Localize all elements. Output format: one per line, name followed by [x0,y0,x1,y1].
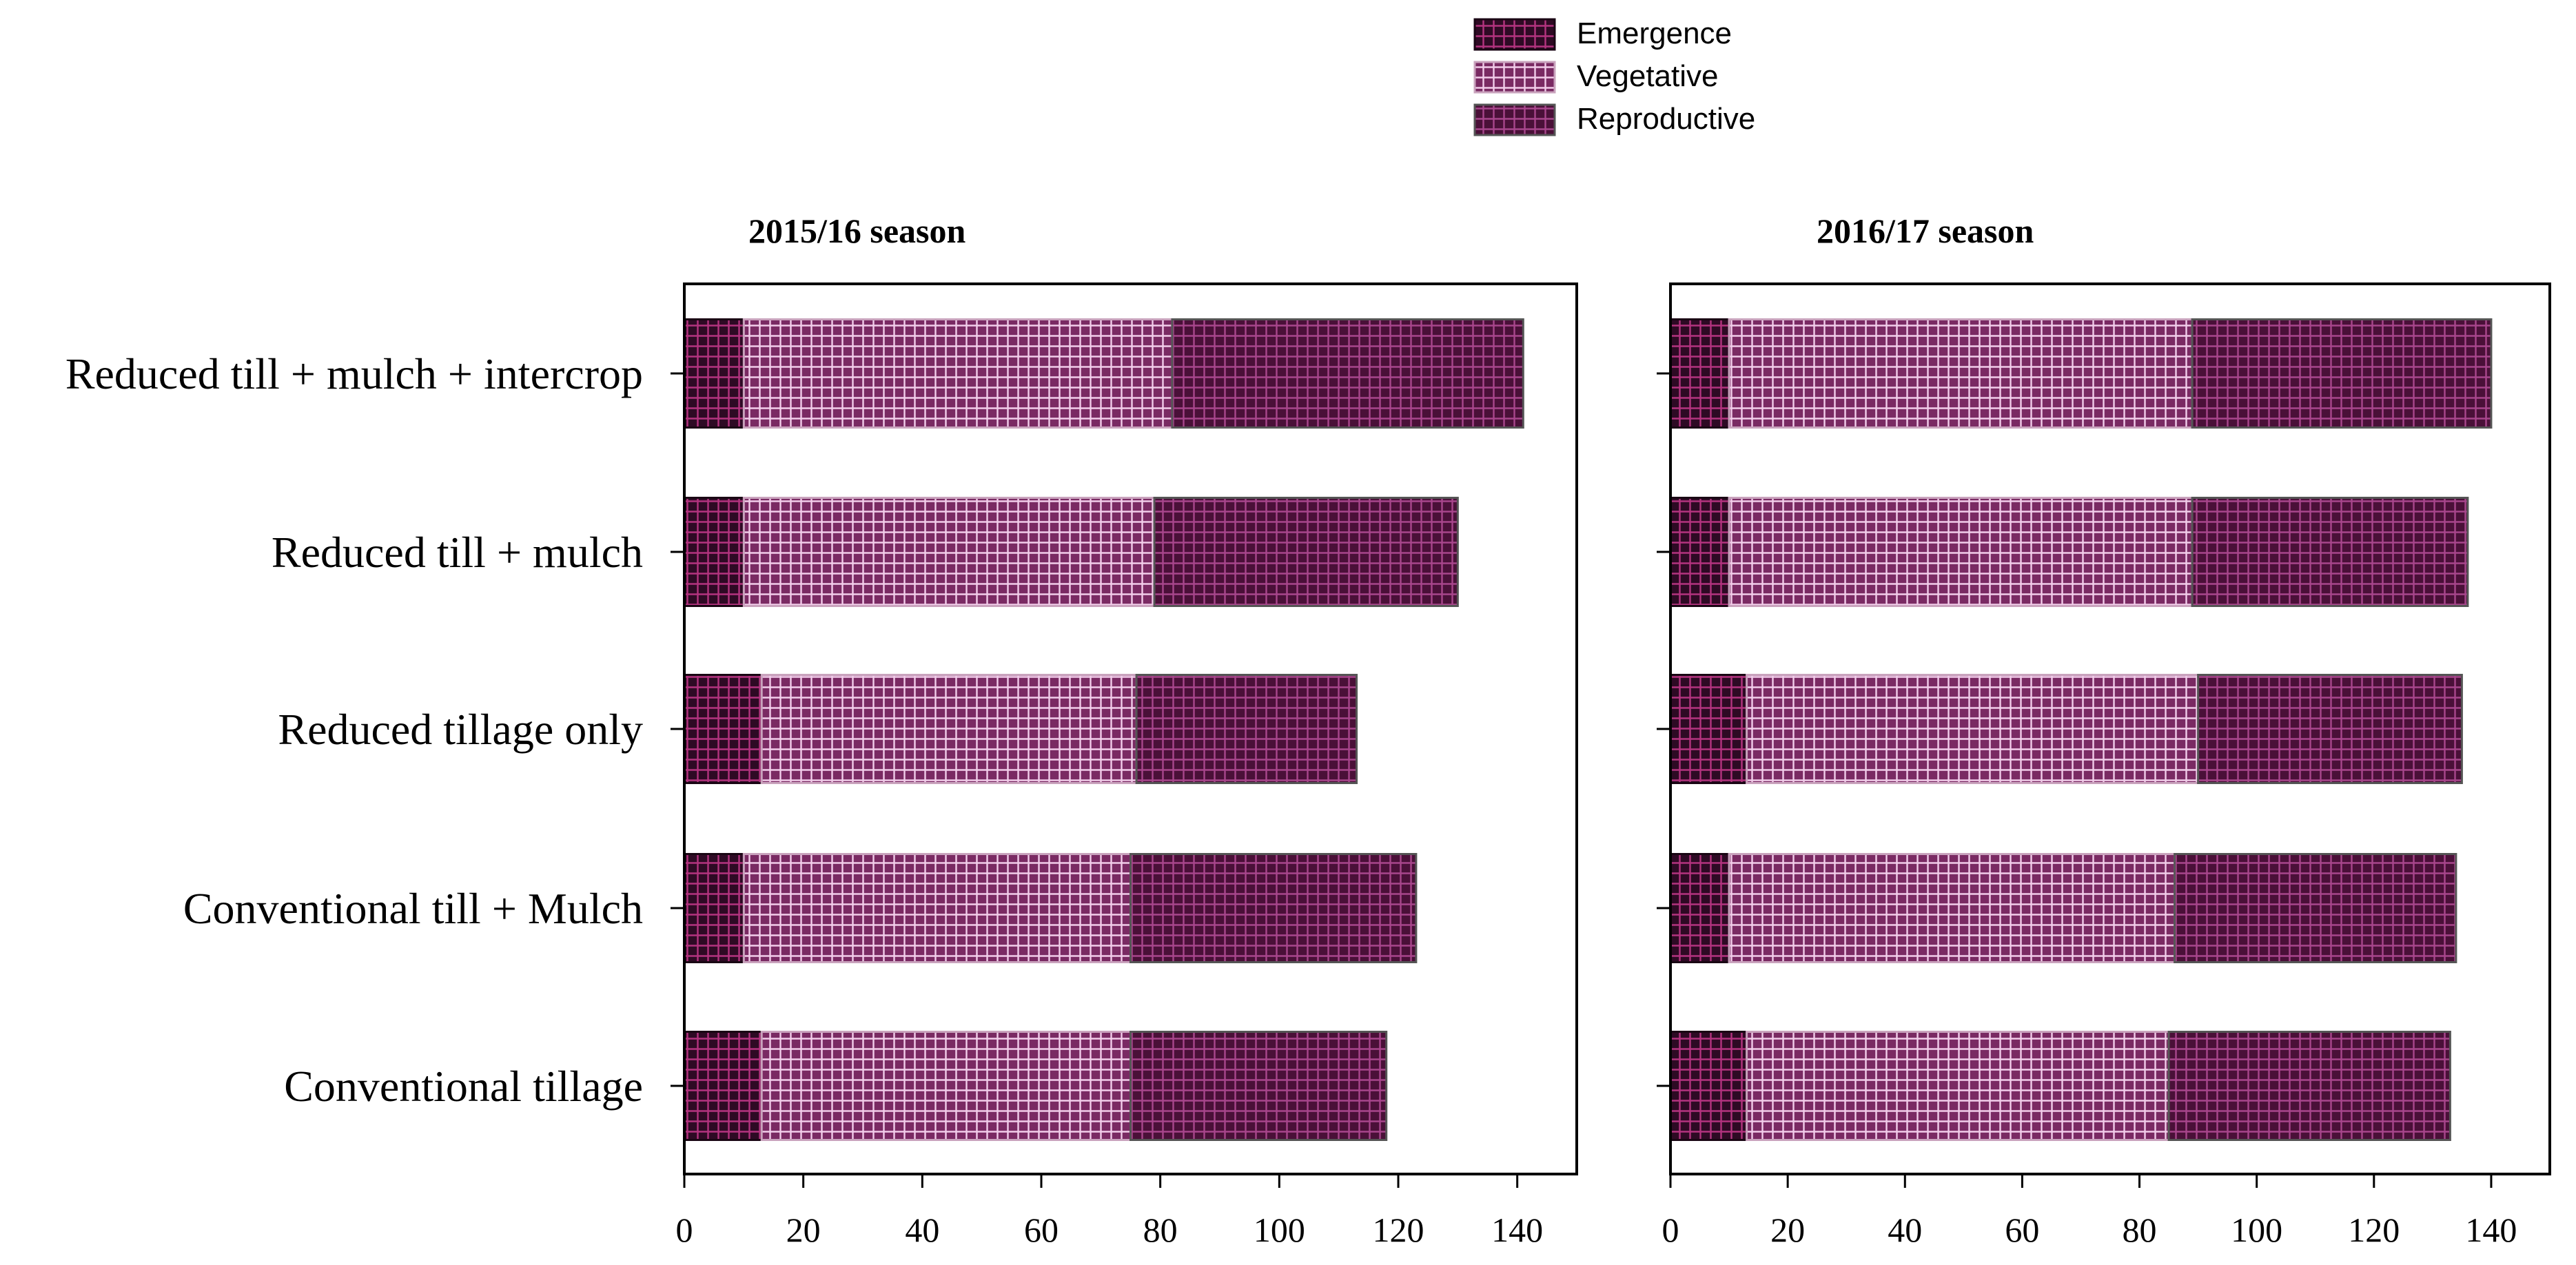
bar-vegetative-reduced-till-mulch-intercrop [1728,318,2194,429]
x-tick-label: 140 [2465,1211,2517,1249]
bar-vegetative-reduced-tillage-only [1746,674,2200,784]
bar-vegetative-reduced-till-mulch-intercrop [742,318,1174,429]
bar-emergence-reduced-till-mulch-intercrop [1669,318,1730,429]
bar-reproductive-conventional-till-mulch [1129,853,1418,963]
bar-emergence-conventional-till-mulch [1669,853,1730,963]
x-tick-label: 40 [905,1211,939,1249]
x-tick-label: 20 [1770,1211,1805,1249]
x-tick-label: 0 [676,1211,693,1249]
x-tick-label: 120 [1373,1211,1424,1249]
x-tick-label: 100 [2231,1211,2282,1249]
legend-swatch-reproductive [1473,103,1556,136]
bar-vegetative-reduced-tillage-only [760,674,1138,784]
x-tick-label: 120 [2348,1211,2400,1249]
x-tick-label: 100 [1254,1211,1305,1249]
bar-emergence-conventional-tillage [683,1031,763,1141]
bar-vegetative-conventional-till-mulch [1728,853,2176,963]
x-tick-label: 80 [2123,1211,2157,1249]
y-tick-label-conventional-tillage: Conventional tillage [284,1062,643,1111]
legend-label: Vegetative [1577,59,1719,93]
x-tick-label: 140 [1491,1211,1543,1249]
legend-item-vegetative: Vegetative [1473,59,1719,94]
y-tick-label-reduced-till-mulch-intercrop: Reduced till + mulch + intercrop [65,349,643,398]
bar-reproductive-conventional-tillage [2167,1031,2451,1141]
bar-vegetative-conventional-till-mulch [742,853,1132,963]
panel-title: 2016/17 season [1817,212,2034,250]
bar-reproductive-reduced-till-mulch [2191,497,2469,607]
bar-emergence-reduced-tillage-only [683,674,763,784]
x-tick-label: 0 [1662,1211,1679,1249]
bar-vegetative-conventional-tillage [760,1031,1132,1141]
legend-swatch-emergence [1473,18,1556,51]
bar-emergence-conventional-tillage [1669,1031,1748,1141]
y-tick-label-reduced-till-mulch: Reduced till + mulch [272,528,643,577]
y-tick-label-conventional-till-mulch: Conventional till + Mulch [183,884,643,933]
legend-label: Emergence [1577,17,1732,50]
legend-label: Reproductive [1577,102,1755,136]
chart-panel-2016-17: 2016/17 season 0 20 40 60 80 100 120 140 [1657,212,2551,1249]
bar-reproductive-reduced-tillage-only [2197,674,2463,784]
bar-vegetative-reduced-till-mulch [742,497,1156,607]
x-tick-label: 20 [786,1211,821,1249]
x-tick-label: 60 [1024,1211,1059,1249]
bar-reproductive-reduced-tillage-only [1135,674,1358,784]
bar-emergence-conventional-till-mulch [683,853,745,963]
x-tick-label: 80 [1143,1211,1178,1249]
legend-item-emergence: Emergence [1473,17,1732,51]
bar-reproductive-reduced-till-mulch-intercrop [1171,318,1524,429]
legend-swatch-vegetative [1473,61,1556,94]
y-tick-label-reduced-tillage-only: Reduced tillage only [278,705,643,754]
bar-emergence-reduced-till-mulch-intercrop [683,318,745,429]
legend-item-reproductive: Reproductive [1473,102,1755,136]
chart-panel-2015-16: 2015/16 season Reduced till + mulch + int… [65,212,1578,1249]
x-tick-label: 60 [2005,1211,2039,1249]
legend: Emergence Vegetative Reproductive [1473,17,1755,136]
bar-reproductive-conventional-till-mulch [2174,853,2457,963]
x-tick-label: 40 [1888,1211,1922,1249]
bar-emergence-reduced-tillage-only [1669,674,1748,784]
bar-reproductive-conventional-tillage [1129,1031,1388,1141]
bar-reproductive-reduced-till-mulch [1153,497,1459,607]
bar-emergence-reduced-till-mulch [1669,497,1730,607]
bar-vegetative-reduced-till-mulch [1728,497,2194,607]
bar-reproductive-reduced-till-mulch-intercrop [2191,318,2493,429]
panel-title: 2015/16 season [748,212,966,250]
bar-vegetative-conventional-tillage [1746,1031,2170,1141]
bar-emergence-reduced-till-mulch [683,497,745,607]
